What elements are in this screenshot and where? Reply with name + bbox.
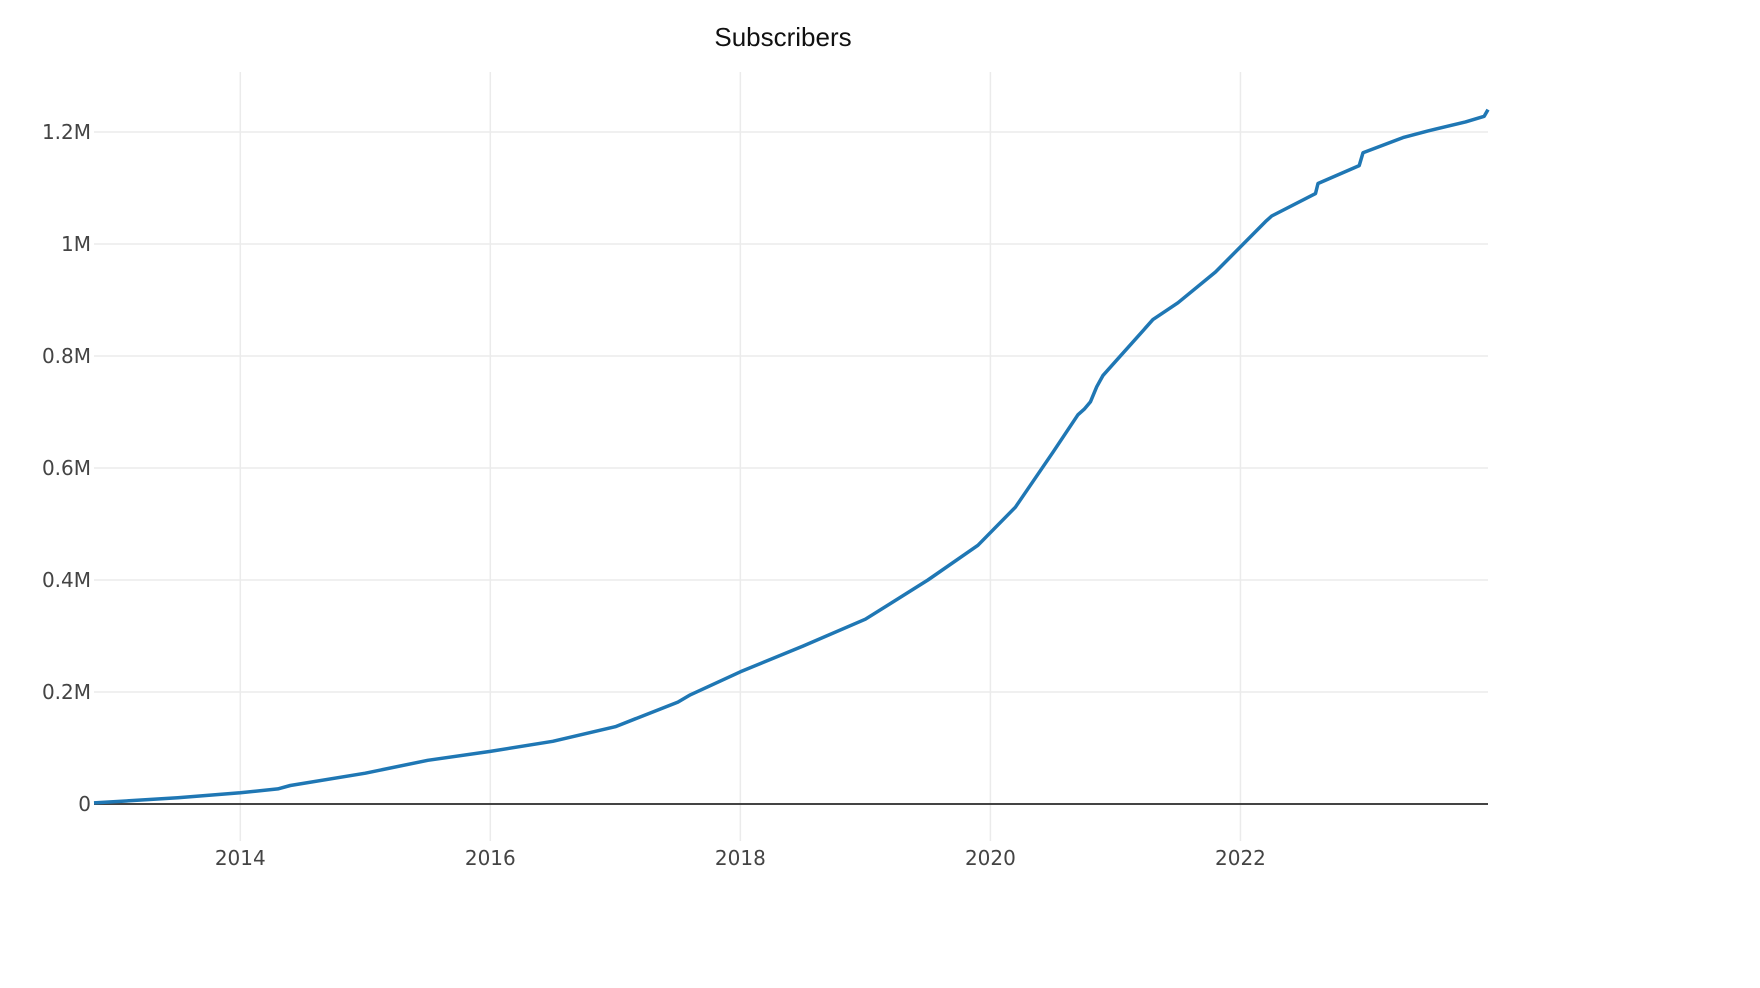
y-tick-label: 0.6M: [42, 456, 91, 480]
chart-title: Subscribers: [714, 22, 852, 52]
y-axis-ticks: 0 0.2M 0.4M 0.6M 0.8M 1M 1.2M: [42, 120, 91, 816]
y-tick-label: 1M: [61, 232, 91, 256]
x-tick-label: 2014: [215, 846, 266, 870]
x-axis-ticks: 2014 2016 2018 2020 2022: [215, 846, 1266, 870]
x-tick-label: 2016: [465, 846, 516, 870]
gridlines: [94, 72, 1488, 841]
y-tick-label: 1.2M: [42, 120, 91, 144]
y-tick-label: 0.4M: [42, 568, 91, 592]
y-tick-label: 0: [78, 792, 91, 816]
x-tick-label: 2020: [965, 846, 1016, 870]
x-tick-label: 2018: [715, 846, 766, 870]
subscribers-line: [93, 108, 1490, 805]
x-tick-label: 2022: [1215, 846, 1266, 870]
y-tick-label: 0.8M: [42, 344, 91, 368]
y-tick-label: 0.2M: [42, 680, 91, 704]
